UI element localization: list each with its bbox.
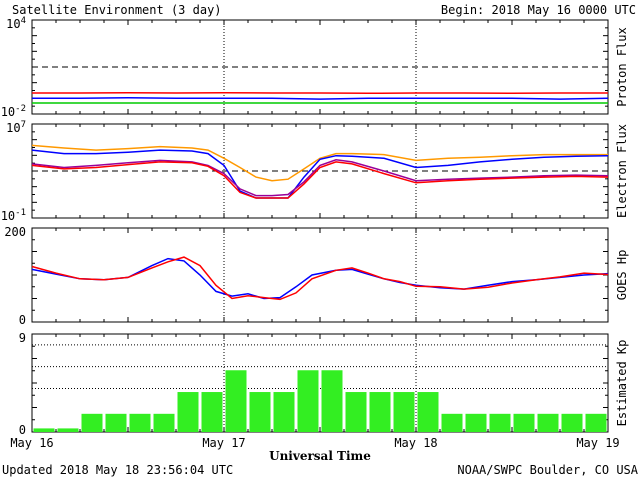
electron-flux-axis-label: Electron Flux	[615, 124, 629, 218]
electron-flux-y-tick-label: 107	[6, 120, 26, 135]
kp-bar	[321, 370, 343, 432]
kp-bar	[513, 413, 535, 432]
kp-bar	[537, 413, 559, 432]
kp-bar	[297, 370, 319, 432]
kp-bar	[369, 392, 391, 432]
kp-bar	[129, 413, 151, 432]
kp-bar	[57, 428, 79, 432]
estimated-kp-frame	[31, 333, 609, 433]
goes-hp-series-line-1	[31, 257, 609, 300]
kp-bar	[249, 392, 271, 432]
x-tick-label-may-16: May 16	[10, 436, 53, 450]
kp-bar	[177, 392, 199, 432]
electron-flux-frame	[31, 123, 609, 219]
x-tick-label-may-18: May 18	[394, 436, 437, 450]
proton-flux-frame	[31, 19, 609, 115]
begin-time: Begin: 2018 May 16 0000 UTC	[441, 3, 636, 17]
goes-hp-y-tick-label: 0	[19, 313, 26, 327]
goes-hp-frame	[31, 227, 609, 323]
goes-hp-series-line-2	[31, 256, 609, 301]
estimated-kp-y-tick-label: 9	[19, 331, 26, 345]
kp-bar	[465, 413, 487, 432]
data-source: NOAA/SWPC Boulder, CO USA	[457, 463, 638, 477]
x-tick-label-may-19: May 19	[576, 436, 619, 450]
kp-bar	[489, 413, 511, 432]
kp-bar	[417, 392, 439, 432]
kp-bar	[33, 428, 55, 432]
kp-bar	[105, 413, 127, 432]
electron-flux-y-tick-label: 10-1	[1, 208, 26, 223]
goes-hp-axis-label: GOES Hp	[615, 250, 629, 301]
kp-bar	[393, 392, 415, 432]
kp-bar	[561, 413, 583, 432]
updated-timestamp: Updated 2018 May 18 23:56:04 UTC	[2, 463, 233, 477]
proton-flux-y-tick-label: 104	[6, 16, 26, 31]
x-tick-label-may-17: May 17	[202, 436, 245, 450]
kp-bar	[273, 392, 295, 432]
electron-flux-panel: 107 10-1 Electron Flux	[1, 120, 629, 223]
proton-flux-axis-label: Proton Flux	[615, 27, 629, 106]
estimated-kp-panel: 9 0 Estimated Kp	[19, 331, 629, 437]
kp-bar	[153, 413, 175, 432]
electron-flux-series-line-4	[31, 161, 609, 199]
x-axis-label: Universal Time	[269, 449, 371, 463]
proton-flux-y-tick-label: 10-2	[1, 104, 26, 119]
proton-flux-panel: 104 10-2 Proton Flux	[1, 16, 629, 119]
electron-flux-series-line-1	[31, 144, 608, 182]
goes-hp-y-tick-label: 200	[4, 225, 26, 239]
kp-bar	[585, 413, 607, 432]
electron-flux-series-line-3	[31, 159, 609, 197]
kp-bar	[225, 370, 247, 432]
kp-bar	[345, 392, 367, 432]
estimated-kp-y-tick-label: 0	[19, 423, 26, 437]
goes-hp-panel: 200 0 GOES Hp	[4, 225, 629, 327]
plot-title: Satellite Environment (3 day)	[12, 3, 222, 17]
kp-bar	[201, 392, 223, 432]
proton-flux-series-line-1	[32, 91, 608, 95]
estimated-kp-axis-label: Estimated Kp	[615, 340, 629, 427]
proton-flux-series-line-2	[32, 96, 609, 100]
kp-bar	[81, 413, 103, 432]
kp-bar	[441, 413, 463, 432]
